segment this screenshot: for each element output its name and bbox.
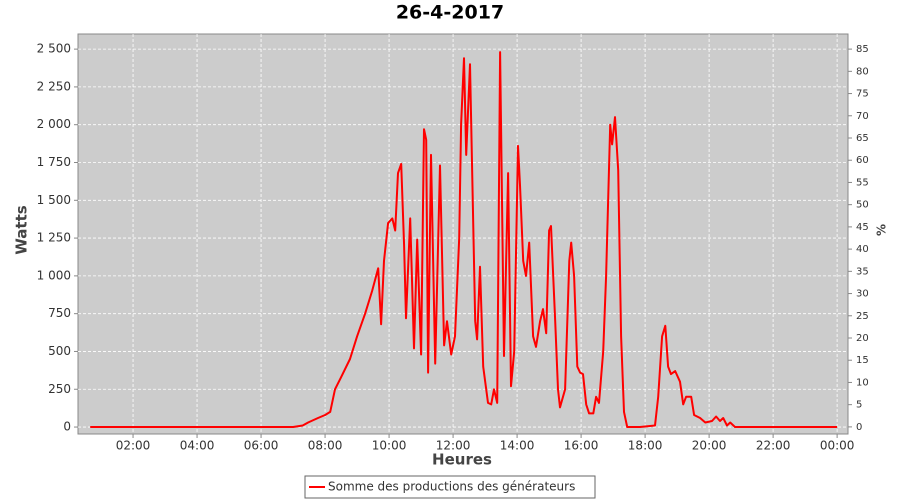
x-tick-label: 04:00 bbox=[180, 439, 215, 453]
y-tick-label: 1 500 bbox=[37, 193, 71, 207]
y-tick-label: 1 000 bbox=[37, 268, 71, 282]
y2-tick-label: 80 bbox=[856, 66, 869, 77]
x-axis-label: Heures bbox=[432, 451, 492, 469]
x-tick-label: 08:00 bbox=[308, 439, 343, 453]
x-tick-label: 06:00 bbox=[244, 439, 279, 453]
y-axis-label: Watts bbox=[13, 205, 31, 254]
x-tick-label: 02:00 bbox=[116, 439, 151, 453]
legend-label: Somme des productions des générateurs bbox=[328, 480, 575, 494]
y2-tick-label: 30 bbox=[856, 289, 869, 300]
x-tick-label: 22:00 bbox=[756, 439, 791, 453]
y-tick-label: 750 bbox=[48, 306, 71, 320]
y-tick-label: 1 750 bbox=[37, 155, 71, 169]
y2-tick-label: 65 bbox=[856, 133, 869, 144]
x-tick-label: 14:00 bbox=[500, 439, 535, 453]
y-tick-label: 2 250 bbox=[37, 79, 71, 93]
legend bbox=[304, 475, 596, 499]
y2-tick-label: 45 bbox=[856, 222, 869, 233]
x-tick-label: 10:00 bbox=[372, 439, 407, 453]
y2-axis-label: % bbox=[875, 224, 889, 236]
y2-tick-label: 55 bbox=[856, 177, 869, 188]
y2-tick-label: 15 bbox=[856, 355, 869, 366]
series-line bbox=[90, 51, 838, 428]
x-tick-label: 18:00 bbox=[628, 439, 663, 453]
y2-tick-label: 35 bbox=[856, 266, 869, 277]
y-tick-label: 2 500 bbox=[37, 42, 71, 56]
y-tick-label: 500 bbox=[48, 344, 71, 358]
y-tick-label: 2 000 bbox=[37, 117, 71, 131]
x-tick-label: 20:00 bbox=[692, 439, 727, 453]
y2-tick-label: 0 bbox=[856, 422, 862, 433]
y2-tick-label: 70 bbox=[856, 111, 869, 122]
x-tick-label: 12:00 bbox=[436, 439, 471, 453]
y2-tick-label: 40 bbox=[856, 244, 869, 255]
x-tick-label: 00:00 bbox=[820, 439, 855, 453]
y2-tick-label: 75 bbox=[856, 89, 869, 100]
y2-tick-label: 20 bbox=[856, 333, 869, 344]
y2-tick-label: 10 bbox=[856, 377, 869, 388]
y-tick-label: 250 bbox=[48, 382, 71, 396]
y2-tick-label: 25 bbox=[856, 311, 869, 322]
y2-tick-label: 50 bbox=[856, 200, 869, 211]
y2-tick-label: 85 bbox=[856, 44, 869, 55]
chart-title: 26-4-2017 bbox=[396, 2, 504, 24]
y2-tick-label: 60 bbox=[856, 155, 869, 166]
x-tick-label: 16:00 bbox=[564, 439, 599, 453]
y-tick-label: 0 bbox=[63, 420, 71, 434]
y2-tick-label: 5 bbox=[856, 400, 862, 411]
y-tick-label: 1 250 bbox=[37, 231, 71, 245]
